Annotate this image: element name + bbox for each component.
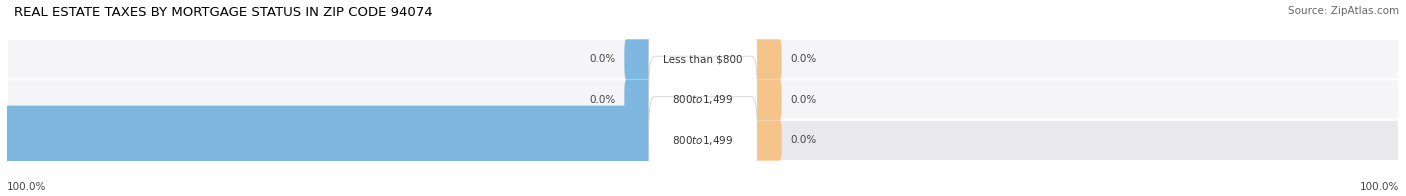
Text: Less than $800: Less than $800 <box>664 54 742 64</box>
FancyBboxPatch shape <box>749 120 782 161</box>
FancyBboxPatch shape <box>7 39 1399 80</box>
Text: 0.0%: 0.0% <box>589 54 616 64</box>
Text: 0.0%: 0.0% <box>589 95 616 105</box>
FancyBboxPatch shape <box>749 39 782 80</box>
Text: $800 to $1,499: $800 to $1,499 <box>672 134 734 147</box>
FancyBboxPatch shape <box>648 97 758 184</box>
FancyBboxPatch shape <box>749 80 782 120</box>
Text: 0.0%: 0.0% <box>790 54 817 64</box>
Text: 0.0%: 0.0% <box>790 95 817 105</box>
Text: Source: ZipAtlas.com: Source: ZipAtlas.com <box>1288 6 1399 16</box>
Text: 100.0%: 100.0% <box>1360 182 1399 192</box>
FancyBboxPatch shape <box>4 106 706 175</box>
FancyBboxPatch shape <box>624 39 657 80</box>
Text: $800 to $1,499: $800 to $1,499 <box>672 93 734 106</box>
Text: 100.0%: 100.0% <box>7 182 46 192</box>
Text: REAL ESTATE TAXES BY MORTGAGE STATUS IN ZIP CODE 94074: REAL ESTATE TAXES BY MORTGAGE STATUS IN … <box>14 6 433 19</box>
FancyBboxPatch shape <box>624 80 657 120</box>
FancyBboxPatch shape <box>648 16 758 103</box>
Text: 0.0%: 0.0% <box>790 135 817 145</box>
FancyBboxPatch shape <box>7 120 1399 161</box>
FancyBboxPatch shape <box>648 56 758 144</box>
FancyBboxPatch shape <box>7 79 1399 121</box>
